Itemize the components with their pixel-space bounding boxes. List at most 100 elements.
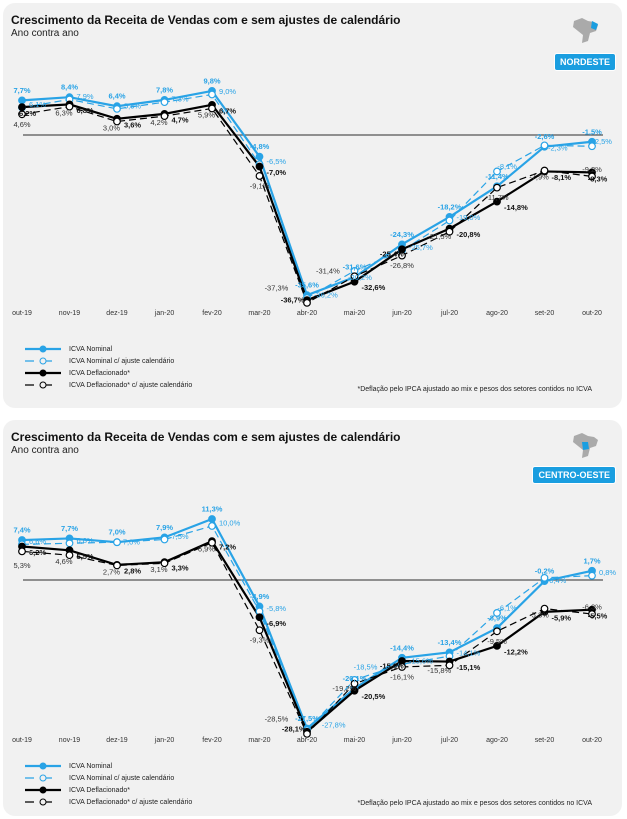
data-point bbox=[18, 547, 26, 556]
legend-item: ICVA Nominal bbox=[25, 760, 192, 772]
data-label: -6,1% bbox=[497, 603, 517, 612]
brazil-map-icon bbox=[573, 433, 598, 458]
chart-subtitle: Ano contra ano bbox=[11, 445, 79, 456]
data-label: -1,5% bbox=[582, 127, 602, 136]
data-point bbox=[445, 227, 454, 236]
data-point bbox=[445, 216, 454, 225]
data-label: 7,7% bbox=[61, 524, 78, 533]
data-label: 4,2% bbox=[150, 118, 167, 127]
data-label: -14,8% bbox=[504, 203, 528, 212]
x-tick-label: ago-20 bbox=[486, 737, 508, 744]
data-label: -26,8% bbox=[390, 261, 414, 270]
data-label: 4,7% bbox=[172, 115, 189, 124]
data-label: -20,8% bbox=[457, 230, 481, 239]
data-label: -28,1% bbox=[282, 725, 306, 734]
data-point bbox=[540, 573, 549, 582]
data-label: -9,2% bbox=[582, 165, 602, 174]
chart-title: Crescimento da Receita de Vendas com e s… bbox=[11, 13, 401, 27]
x-tick-label: abr-20 bbox=[297, 310, 317, 317]
data-point bbox=[493, 183, 501, 192]
data-label: 9,0% bbox=[219, 87, 236, 96]
chart-subtitle: Ano contra ano bbox=[11, 28, 79, 39]
x-tick-label: mar-20 bbox=[248, 310, 270, 317]
data-label: -11,7% bbox=[485, 193, 509, 202]
data-label: -8,9% bbox=[487, 614, 507, 623]
footnote: *Deflação pelo IPCA ajustado ao mix e pe… bbox=[357, 800, 592, 807]
data-point bbox=[303, 298, 311, 307]
data-label: -6,3% bbox=[582, 603, 602, 612]
data-label: 6,3% bbox=[55, 109, 72, 118]
x-tick-label: jul-20 bbox=[440, 310, 458, 317]
legend: ICVA Nominal ICVA Nominal c/ ajuste calen… bbox=[25, 343, 192, 391]
data-point bbox=[65, 539, 74, 548]
data-point bbox=[18, 110, 26, 119]
legend: ICVA Nominal ICVA Nominal c/ ajuste calen… bbox=[25, 760, 192, 808]
data-label: 5,5% bbox=[77, 552, 94, 561]
data-point bbox=[493, 641, 501, 650]
series-line bbox=[21, 525, 593, 732]
legend-label: ICVA Nominal c/ ajuste calendário bbox=[69, 774, 175, 782]
data-label: -12,2% bbox=[504, 647, 528, 656]
data-label: -25,7% bbox=[409, 243, 433, 252]
data-label: 7,7% bbox=[13, 86, 30, 95]
data-label: -5,3% bbox=[529, 611, 549, 620]
data-label: -6,9% bbox=[267, 619, 287, 628]
data-point bbox=[113, 561, 121, 570]
data-label: -4,8% bbox=[250, 142, 270, 151]
data-label: -15,1% bbox=[457, 663, 481, 672]
data-point bbox=[160, 112, 169, 120]
data-label: 6,4% bbox=[108, 92, 125, 101]
data-label: 2,8% bbox=[124, 566, 141, 575]
data-point bbox=[588, 172, 596, 181]
data-label: 7,8% bbox=[156, 85, 173, 94]
data-label: 7,2% bbox=[219, 543, 236, 552]
legend-item: ICVA Deflacionado* bbox=[25, 367, 192, 379]
x-tick-label: out-19 bbox=[12, 310, 32, 317]
legend-item: ICVA Deflacionado* c/ ajuste calendário bbox=[25, 379, 192, 391]
data-point bbox=[255, 626, 264, 635]
data-label: -36,7% bbox=[281, 296, 305, 305]
x-tick-label: dez-19 bbox=[106, 310, 128, 317]
data-point bbox=[445, 661, 454, 670]
chart-title: Crescimento da Receita de Vendas com e s… bbox=[11, 430, 401, 444]
x-tick-label: ago-20 bbox=[486, 310, 508, 317]
data-label: -7,9% bbox=[529, 173, 549, 182]
legend-item: ICVA Deflacionado* c/ ajuste calendário bbox=[25, 796, 192, 808]
data-label: -8,1% bbox=[497, 162, 517, 171]
legend-label: ICVA Nominal c/ ajuste calendário bbox=[69, 357, 175, 365]
x-tick-label: out-20 bbox=[582, 737, 602, 744]
data-label: 3,1% bbox=[150, 565, 167, 574]
data-label: 5,9% bbox=[198, 110, 215, 119]
legend-label: ICVA Deflacionado* c/ ajuste calendário bbox=[69, 798, 193, 806]
data-label: 7,4% bbox=[13, 526, 30, 535]
legend-item: ICVA Nominal c/ ajuste calendário bbox=[25, 355, 192, 367]
data-label: 7,9% bbox=[156, 523, 173, 532]
data-label: 5,3% bbox=[13, 561, 30, 570]
data-label: 10,0% bbox=[219, 519, 241, 528]
data-label: 6,6% bbox=[29, 537, 46, 546]
data-label: 7,0% bbox=[108, 528, 125, 537]
data-label: 6,2% bbox=[29, 548, 46, 557]
data-point bbox=[18, 103, 26, 111]
data-point bbox=[350, 272, 359, 281]
data-label: -15,8% bbox=[427, 666, 451, 675]
data-label: 7,9% bbox=[77, 92, 94, 101]
data-point bbox=[65, 102, 74, 111]
data-point bbox=[65, 551, 74, 560]
data-label: -15,0% bbox=[380, 661, 404, 670]
data-label: -20,5% bbox=[362, 692, 386, 701]
data-label: 6,8% bbox=[77, 536, 94, 545]
data-point bbox=[208, 90, 216, 99]
data-point bbox=[493, 627, 501, 636]
chart-panel-centro-oeste: Crescimento da Receita de Vendas com e s… bbox=[3, 420, 622, 816]
x-tick-label: out-19 bbox=[12, 737, 32, 744]
data-point bbox=[160, 559, 169, 568]
data-label: -24,3% bbox=[390, 230, 414, 239]
x-tick-label: set-20 bbox=[535, 310, 555, 317]
data-label: 9,8% bbox=[203, 76, 220, 85]
legend-item: ICVA Deflacionado* bbox=[25, 784, 192, 796]
data-label: -0,2% bbox=[535, 567, 555, 576]
data-label: -2,3% bbox=[548, 144, 568, 153]
data-label: -28,5% bbox=[265, 715, 289, 724]
data-point bbox=[588, 610, 596, 618]
